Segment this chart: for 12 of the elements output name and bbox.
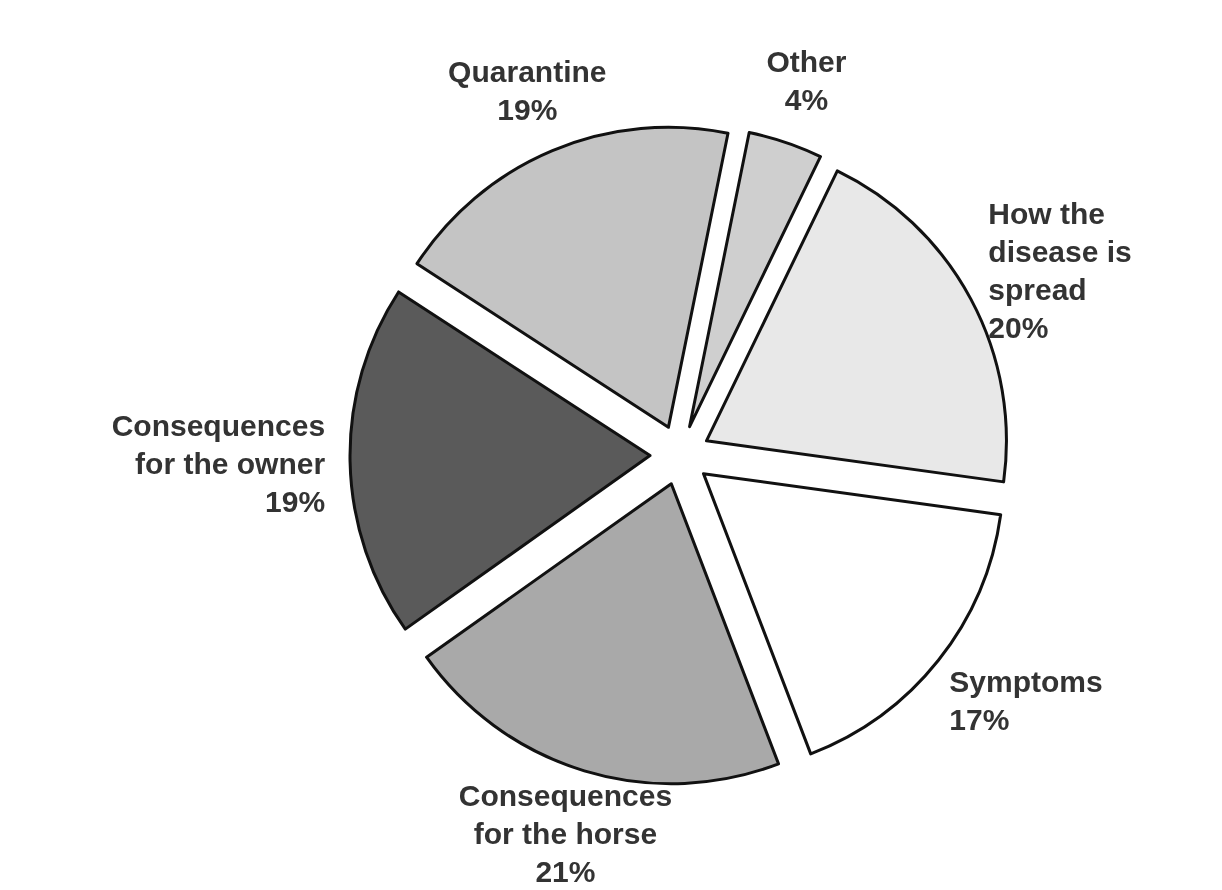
slice-label: Consequences for the horse (458, 779, 673, 851)
data-label: 4% (784, 82, 829, 116)
slice-label: Symptoms (949, 664, 1103, 698)
slice-label: How the disease is spread (988, 196, 1132, 306)
slice-label: Consequences for the owner (111, 408, 326, 480)
data-label: 19% (265, 484, 326, 518)
data-label: 21% (535, 855, 596, 889)
data-label: 20% (988, 310, 1049, 344)
data-label: 19% (497, 92, 558, 126)
data-label: 17% (949, 702, 1010, 736)
slice-label: Other (766, 44, 847, 78)
slice-label: Quarantine (448, 54, 607, 88)
